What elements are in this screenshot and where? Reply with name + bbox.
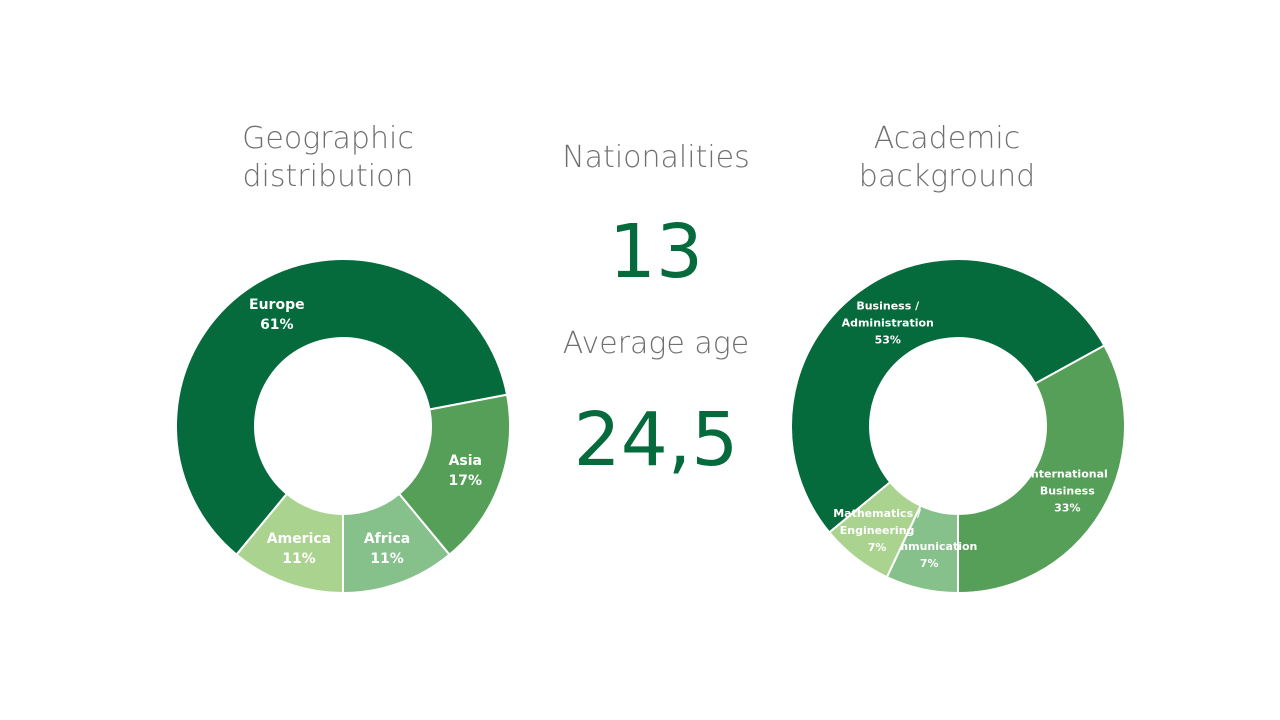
slice-business-administration bbox=[790, 258, 1106, 534]
geographic-title-line-2: distribution bbox=[242, 159, 414, 194]
geographic-distribution-title: Geographic distribution bbox=[178, 120, 478, 196]
slice-label-business-administration: Business / Administration 53% bbox=[842, 299, 934, 346]
slice-label-communication: Communication 7% bbox=[881, 540, 977, 570]
slice-europe bbox=[175, 258, 509, 557]
slice-label-europe: Europe 61% bbox=[249, 297, 305, 333]
academic-title-line-1: Academic bbox=[873, 121, 1021, 156]
academic-title-line-2: background bbox=[858, 159, 1036, 194]
average-age-value: 24,5 bbox=[573, 397, 739, 483]
academic-donut-chart: Business / Administration 53% International… bbox=[790, 258, 1126, 595]
average-age-label: Average age bbox=[562, 326, 750, 361]
slice-label-mathematics-engineering: Mathematics / Engineering 7% bbox=[833, 507, 922, 554]
geographic-title-line-1: Geographic bbox=[242, 121, 414, 156]
slice-america bbox=[235, 492, 344, 595]
slice-mathematics-engineering bbox=[827, 480, 922, 579]
slice-label-america: America 11% bbox=[267, 531, 331, 567]
slice-label-africa: Africa 11% bbox=[364, 531, 410, 567]
academic-background-title: Academic background bbox=[797, 120, 1097, 196]
slice-international-business bbox=[957, 344, 1126, 595]
slice-label-asia: Asia 17% bbox=[449, 453, 483, 489]
nationalities-label: Nationalities bbox=[562, 140, 750, 175]
slice-label-international-business: International Business 33% bbox=[1027, 467, 1108, 514]
nationalities-value: 13 bbox=[608, 209, 704, 295]
geographic-donut-chart: Europe 61% Asia 17% Africa 11% America 11% bbox=[175, 258, 511, 595]
